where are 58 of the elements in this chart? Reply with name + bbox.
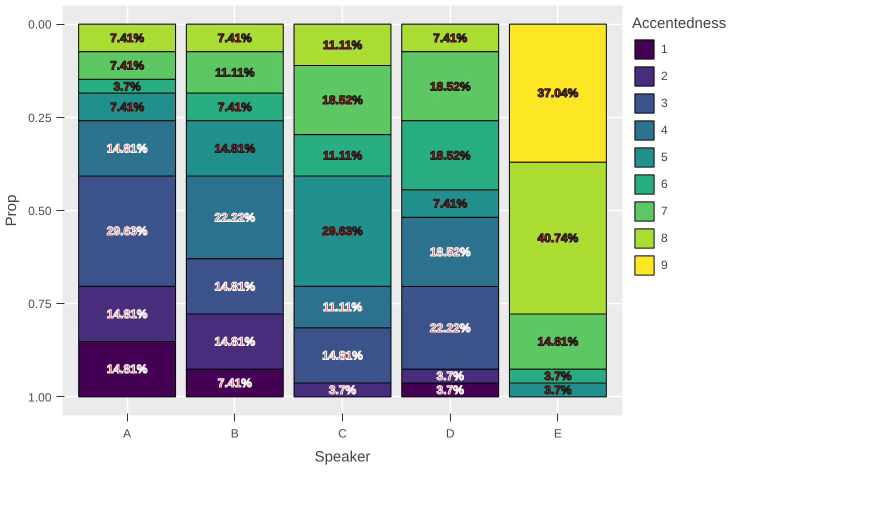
data-label: 14.81%	[214, 141, 256, 156]
data-label: 14.81%	[106, 362, 148, 376]
y-tick-label: 0.25	[28, 110, 52, 125]
data-label: 37.04%	[538, 86, 579, 100]
x-tick-label: A	[123, 426, 132, 440]
data-label: 14.81%	[322, 348, 364, 362]
data-label: 14.81%	[106, 141, 148, 156]
data-label: 7.41%	[110, 30, 144, 45]
data-label: 29.63%	[322, 224, 364, 238]
data-label: 7.41%	[218, 376, 252, 390]
data-label: 22.22%	[430, 320, 471, 335]
legend-label: 3	[661, 96, 669, 110]
legend-label: 4	[661, 123, 669, 137]
data-label: 14.81%	[538, 334, 579, 349]
legend-label: 8	[661, 231, 669, 245]
y-axis-title: Prop	[3, 194, 20, 226]
data-label: 18.52%	[430, 148, 471, 162]
x-tick-label: B	[230, 426, 239, 440]
data-label: 18.52%	[322, 93, 364, 108]
y-tick-label: 0.50	[28, 204, 52, 218]
data-label: 14.81%	[106, 307, 148, 322]
data-label: 11.11%	[322, 38, 363, 52]
data-label: 3.7%	[544, 382, 572, 397]
data-label: 3.7%	[328, 382, 357, 397]
data-label: 11.11%	[215, 65, 255, 80]
data-label: 3.7%	[436, 382, 464, 397]
y-tick-label: 0.00	[28, 18, 52, 32]
data-label: 11.11%	[322, 300, 363, 314]
data-label: 7.41%	[433, 30, 468, 45]
data-label: 7.41%	[110, 100, 144, 114]
legend-label: 1	[661, 42, 669, 56]
y-tick-label: 0.75	[28, 297, 52, 312]
data-label: 3.7%	[436, 369, 464, 384]
legend-label: 9	[661, 258, 669, 272]
data-label: 3.7%	[544, 369, 572, 384]
data-label: 18.52%	[430, 79, 471, 94]
data-label: 14.81%	[214, 279, 256, 294]
legend-label: 6	[661, 177, 669, 191]
x-tick-label: E	[554, 426, 562, 440]
data-label: 3.7%	[113, 79, 142, 94]
legend-title: Accentedness	[632, 15, 726, 32]
data-label: 22.22%	[214, 210, 256, 224]
x-tick-label: D	[446, 426, 455, 440]
data-label: 40.74%	[538, 231, 579, 246]
legend-label: 5	[661, 150, 669, 164]
data-label: 29.63%	[106, 224, 148, 238]
data-label: 14.81%	[214, 334, 256, 349]
data-label: 7.41%	[433, 196, 468, 211]
data-label: 7.41%	[110, 58, 144, 73]
data-label: 11.11%	[322, 148, 363, 162]
data-label: 18.52%	[430, 244, 471, 259]
x-tick-label: C	[338, 426, 348, 440]
data-label: 7.41%	[218, 30, 252, 45]
y-tick-label: 1.00	[28, 390, 52, 404]
data-label: 7.41%	[218, 100, 252, 114]
x-axis-title: Speaker	[314, 448, 370, 466]
legend-label: 7	[661, 204, 669, 218]
legend-label: 2	[661, 69, 669, 83]
